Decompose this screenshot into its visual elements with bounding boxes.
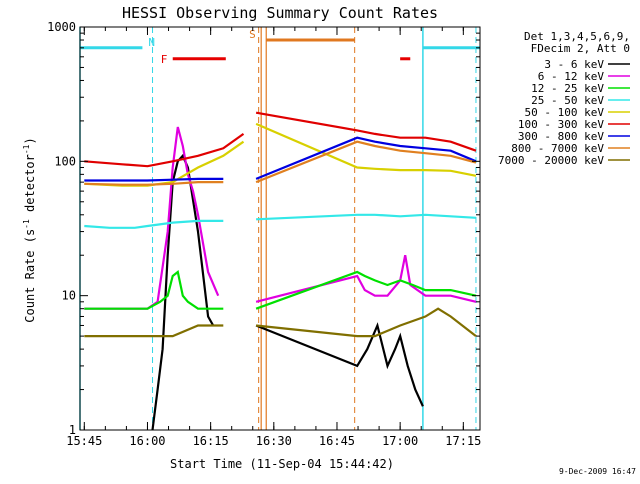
legend-header-line-1: FDecim 2, Att 0 — [531, 42, 630, 55]
y-axis-label: Count Rate (s-1 detector-1) — [22, 137, 37, 322]
tick-layer: 15:45 16:00 16:15 16:30 16:45 17:00 17:15 1 10 10… — [47, 20, 481, 448]
saa-flag-label: S — [249, 28, 256, 41]
y-tick-label-3: 1000 — [47, 20, 76, 34]
footer-date: 9-Dec-2009 16:47 — [559, 467, 636, 476]
series-line-3-a — [84, 219, 224, 229]
series-line-8-a — [84, 324, 224, 338]
series-line-5-a — [84, 133, 245, 168]
night-flag-label: N — [148, 36, 155, 49]
series-line-7-a — [84, 181, 224, 186]
legend: Det 1,3,4,5,6,9,FDecim 2, Att 0 3 - 6 keV… — [498, 30, 630, 167]
flare-flag-label: F — [161, 53, 168, 66]
chart-title: HESSI Observing Summary Count Rates — [122, 4, 438, 22]
y-tick-label-1: 10 — [62, 289, 76, 303]
series-line-5-b — [255, 111, 477, 152]
legend-label-4: 50 - 100 keV — [525, 106, 605, 119]
legend-label-6: 300 - 800 keV — [518, 130, 604, 143]
legend-label-0: 3 - 6 keV — [544, 58, 604, 71]
x-tick-label-2: 16:15 — [193, 434, 229, 448]
flag-layer: NF S — [79, 27, 480, 430]
legend-label-5: 100 - 300 keV — [518, 118, 604, 131]
legend-label-8: 7000 - 20000 keV — [498, 154, 604, 167]
x-tick-label-3: 16:30 — [256, 434, 292, 448]
y-axis-label-end: ) — [23, 137, 37, 144]
legend-label-1: 6 - 12 keV — [538, 70, 605, 83]
series-line-7-b — [255, 140, 477, 184]
y-tick-label-2: 100 — [54, 154, 76, 168]
series-line-3-b — [256, 213, 477, 221]
x-tick-label-5: 17:00 — [382, 434, 418, 448]
legend-label-7: 800 - 7000 keV — [511, 142, 604, 155]
plot-frame — [79, 26, 481, 431]
y-tick-label-0: 1 — [69, 423, 76, 437]
series-line-2-a — [84, 270, 224, 310]
legend-label-2: 12 - 25 keV — [531, 82, 604, 95]
legend-label-3: 25 - 50 keV — [531, 94, 604, 107]
x-tick-label-0: 15:45 — [66, 434, 102, 448]
y-axis-label-main: Count Rate (s — [23, 229, 37, 323]
series-line-2-b — [255, 270, 477, 310]
x-tick-label-4: 16:45 — [319, 434, 355, 448]
x-axis-label: Start Time (11-Sep-04 15:44:42) — [170, 457, 394, 471]
series-line-8-b — [255, 307, 477, 338]
x-tick-label-6: 17:15 — [445, 434, 481, 448]
y-axis-label-sup-1: -1 — [22, 219, 31, 229]
series-line-4-b — [255, 122, 477, 177]
legend-header-line-0: Det 1,3,4,5,6,9, — [524, 30, 630, 43]
x-tick-label-1: 16:00 — [129, 434, 165, 448]
series-line-0-b — [255, 322, 424, 407]
series-line-6-b — [255, 136, 477, 180]
y-axis-label-mid: detector — [23, 154, 37, 219]
y-axis-label-sup-2: -1 — [22, 144, 31, 154]
series-layer — [84, 111, 477, 431]
series-line-6-a — [84, 177, 224, 182]
